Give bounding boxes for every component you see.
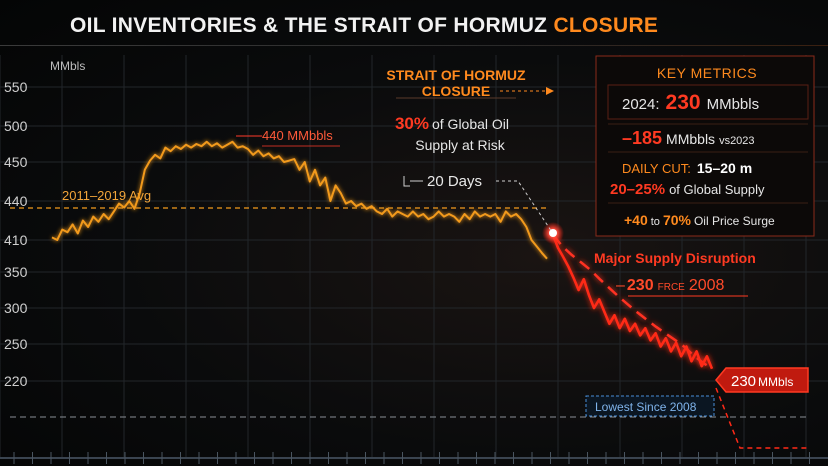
key-metrics-panel: KEY METRICS 2024: 230 MMbbls –185 MMbbls vs2…: [595, 55, 815, 237]
since-label: –230 FRCE 2008: [616, 277, 725, 294]
y-tick-label: 450: [4, 154, 28, 170]
title-main: OIL INVENTORIES & THE STRAIT OF HORMUZ: [70, 14, 554, 37]
reference-line-avg-label: 2011–2019 Avg: [62, 188, 151, 203]
chart-title: OIL INVENTORIES & THE STRAIT OF HORMUZ C…: [70, 14, 658, 38]
y-tick-label: 550: [4, 79, 28, 95]
x-axis-ticks: [13, 452, 810, 464]
peak-label: 440 MMbbls: [262, 128, 333, 143]
risk-text-line1: 30% of Global Oil: [395, 114, 509, 133]
days-label: 20 Days: [427, 173, 482, 190]
lowest-since-box: [585, 395, 715, 417]
endpoint-badge: [715, 367, 809, 393]
series-line-pre-closure: [51, 140, 548, 260]
title-highlight: CLOSURE: [553, 14, 659, 37]
projection-tail: [715, 387, 808, 449]
metric-row-3: DAILY CUT: 15–20 m: [622, 160, 752, 176]
risk-text-line2: Supply at Risk: [415, 137, 505, 153]
metric-row-2: –185 MMbbls vs2023: [622, 128, 755, 148]
closure-point: [549, 229, 557, 237]
title-divider: [0, 45, 828, 46]
metric-row-5: +40 to 70% Oil Price Surge: [624, 212, 775, 228]
disruption-label: Major Supply Disruption: [594, 250, 756, 266]
days-bracket-left: [403, 176, 410, 187]
metric-row-1: 2024: 230 MMbbls: [622, 91, 759, 114]
y-tick-label: 440: [4, 193, 28, 209]
series-line-post-closure: [551, 234, 714, 370]
closure-heading-arrowhead: [546, 87, 554, 95]
y-axis: MMbls 550 500 450 440 410 350 300 250 220: [4, 59, 85, 389]
y-axis-unit: MMbls: [50, 59, 85, 73]
closure-heading-line2: CLOSURE: [422, 83, 490, 99]
lowest-since-label: Lowest Since 2008: [595, 400, 697, 414]
closure-heading-line1: STRAIT OF HORMUZ: [386, 67, 526, 83]
y-tick-label: 300: [4, 300, 28, 316]
y-tick-label: 250: [4, 336, 28, 352]
y-tick-label: 220: [4, 373, 28, 389]
metric-row-4: 20–25% of Global Supply: [610, 181, 765, 198]
key-metrics-frame: [595, 55, 815, 237]
y-tick-label: 500: [4, 118, 28, 134]
y-tick-label: 350: [4, 264, 28, 280]
days-bracket-right: [496, 180, 553, 233]
metric-row-1-frame: [607, 84, 809, 120]
key-metrics-header: KEY METRICS: [657, 65, 757, 81]
y-tick-label: 410: [4, 232, 28, 248]
endpoint-label: 230 MMbls: [731, 373, 793, 390]
